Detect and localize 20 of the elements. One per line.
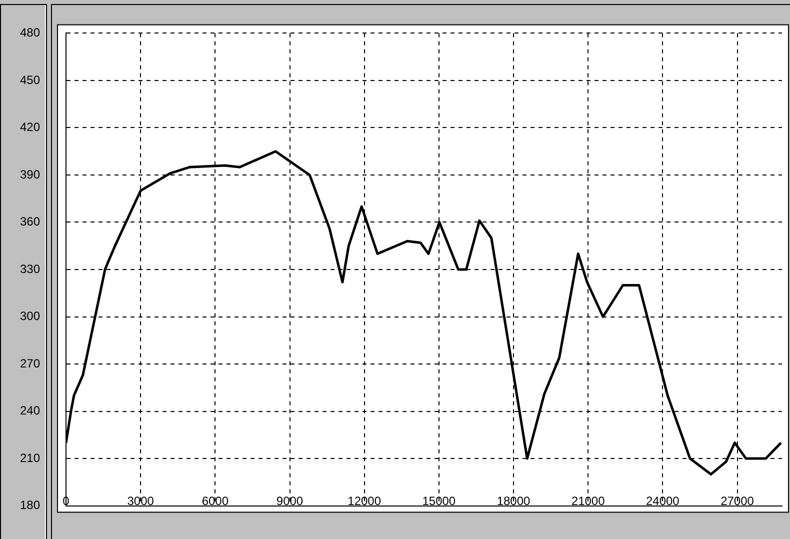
x-tick-label: 27000 [720,494,754,508]
y-tick-label: 330 [20,262,40,276]
x-tick-label: 15000 [422,494,456,508]
y-tick-label: 270 [20,356,40,370]
y-tick-label: 360 [20,214,40,229]
y-tick-label: 210 [20,450,40,465]
y-tick-label: 450 [20,72,40,87]
x-tick-label: 21000 [571,494,606,508]
y-tick-label: 420 [20,120,40,134]
y-tick-label: 480 [20,26,40,40]
x-tick-label: 6000 [202,494,229,508]
x-tick-label: 24000 [646,494,680,508]
x-tick-label: 12000 [348,494,382,508]
x-tick-label: 18000 [496,494,531,508]
y-tick-label: 240 [20,404,40,418]
y-tick-label: 390 [20,167,40,182]
y-tick-label: 180 [20,498,40,512]
x-tick-label: 9000 [276,494,304,508]
y-tick-label: 300 [20,309,40,324]
x-tick-label: 3000 [127,494,154,508]
